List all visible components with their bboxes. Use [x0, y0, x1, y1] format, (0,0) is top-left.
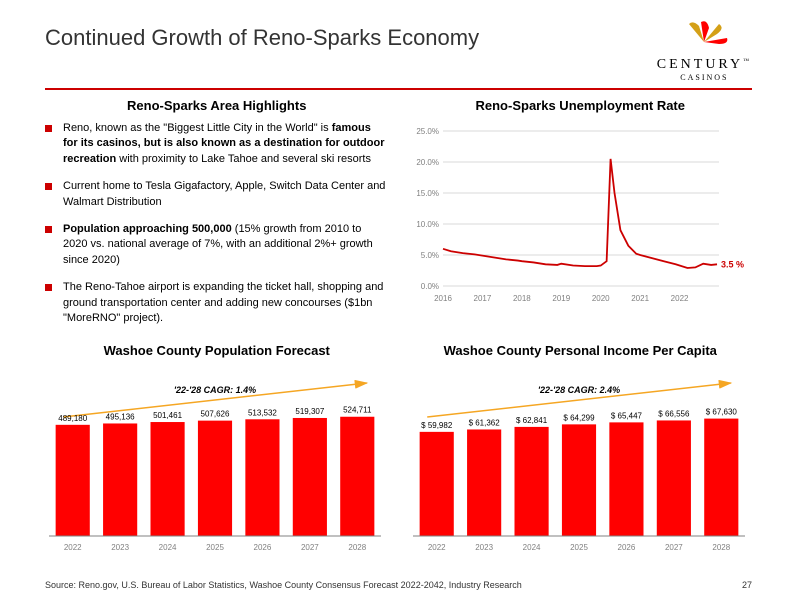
svg-text:2026: 2026	[254, 543, 272, 552]
svg-text:519,307: 519,307	[295, 407, 324, 416]
population-title: Washoe County Population Forecast	[45, 343, 389, 358]
svg-text:$ 59,982: $ 59,982	[421, 421, 453, 430]
svg-text:489,180: 489,180	[58, 414, 87, 423]
svg-text:$ 65,447: $ 65,447	[610, 411, 642, 420]
svg-text:$ 64,299: $ 64,299	[563, 413, 595, 422]
population-chart: '22-'28 CAGR: 1.4% 489,180 2022 495,136 2023…	[45, 366, 389, 590]
bullet-item: Reno, known as the "Biggest Little City …	[45, 121, 389, 167]
highlights-bullets: Reno, known as the "Biggest Little City …	[45, 121, 389, 326]
svg-text:501,461: 501,461	[153, 411, 182, 420]
svg-text:'22-'28 CAGR: 1.4%: '22-'28 CAGR: 1.4%	[174, 385, 256, 395]
svg-text:2026: 2026	[617, 543, 635, 552]
highlights-section: Reno-Sparks Area Highlights Reno, known …	[45, 98, 389, 338]
svg-text:$ 66,556: $ 66,556	[658, 409, 690, 418]
svg-text:2025: 2025	[206, 543, 224, 552]
svg-text:2027: 2027	[664, 543, 682, 552]
svg-text:524,711: 524,711	[343, 406, 372, 415]
svg-text:2028: 2028	[712, 543, 730, 552]
unemployment-chart: 0.0% 5.0% 10.0% 15.0% 20.0% 25.0% 2016 2017 2018…	[409, 121, 753, 361]
svg-text:2021: 2021	[631, 294, 649, 303]
svg-text:2020: 2020	[591, 294, 609, 303]
divider-rule	[45, 88, 752, 90]
svg-text:2022: 2022	[670, 294, 688, 303]
svg-text:2022: 2022	[427, 543, 445, 552]
svg-text:3.5 %: 3.5 %	[721, 259, 744, 269]
svg-text:2016: 2016	[434, 294, 452, 303]
svg-text:'22-'28 CAGR: 2.4%: '22-'28 CAGR: 2.4%	[537, 385, 619, 395]
svg-text:507,626: 507,626	[201, 410, 230, 419]
svg-text:2024: 2024	[522, 543, 540, 552]
svg-text:20.0%: 20.0%	[416, 158, 439, 167]
svg-text:2022: 2022	[64, 543, 82, 552]
logo-sub: CASINOS	[657, 73, 752, 82]
page-number: 27	[742, 580, 752, 590]
svg-text:2018: 2018	[512, 294, 530, 303]
page-title: Continued Growth of Reno-Sparks Economy	[45, 25, 479, 51]
svg-text:2023: 2023	[475, 543, 493, 552]
svg-text:$ 67,630: $ 67,630	[705, 408, 737, 417]
logo-burst-icon	[679, 20, 729, 50]
svg-text:15.0%: 15.0%	[416, 189, 439, 198]
svg-text:2024: 2024	[159, 543, 177, 552]
svg-text:25.0%: 25.0%	[416, 127, 439, 136]
bullet-item: Current home to Tesla Gigafactory, Apple…	[45, 179, 389, 210]
highlights-title: Reno-Sparks Area Highlights	[45, 98, 389, 113]
svg-text:5.0%: 5.0%	[420, 251, 438, 260]
income-section: Washoe County Personal Income Per Capita…	[409, 343, 753, 567]
svg-text:495,136: 495,136	[106, 412, 135, 421]
svg-text:513,532: 513,532	[248, 408, 277, 417]
svg-text:2027: 2027	[301, 543, 319, 552]
svg-text:2017: 2017	[473, 294, 491, 303]
svg-text:2019: 2019	[552, 294, 570, 303]
source-footer: Source: Reno.gov, U.S. Bureau of Labor S…	[45, 580, 522, 590]
unemployment-title: Reno-Sparks Unemployment Rate	[409, 98, 753, 113]
bullet-item: The Reno-Tahoe airport is expanding the …	[45, 280, 389, 326]
svg-text:$ 62,841: $ 62,841	[516, 416, 548, 425]
income-chart: '22-'28 CAGR: 2.4% $ 59,982 2022 $ 61,362 20…	[409, 366, 753, 590]
bullet-item: Population approaching 500,000 (15% grow…	[45, 222, 389, 268]
svg-text:0.0%: 0.0%	[420, 282, 438, 291]
svg-text:$ 61,362: $ 61,362	[468, 418, 500, 427]
population-section: Washoe County Population Forecast '22-'2…	[45, 343, 389, 567]
svg-text:2025: 2025	[570, 543, 588, 552]
svg-text:2028: 2028	[348, 543, 366, 552]
logo: CENTURY™ CASINOS	[657, 20, 752, 82]
svg-text:10.0%: 10.0%	[416, 220, 439, 229]
svg-text:2023: 2023	[111, 543, 129, 552]
logo-brand: CENTURY™	[657, 57, 752, 73]
unemployment-section: Reno-Sparks Unemployment Rate 0.0% 5.0% 10…	[409, 98, 753, 338]
